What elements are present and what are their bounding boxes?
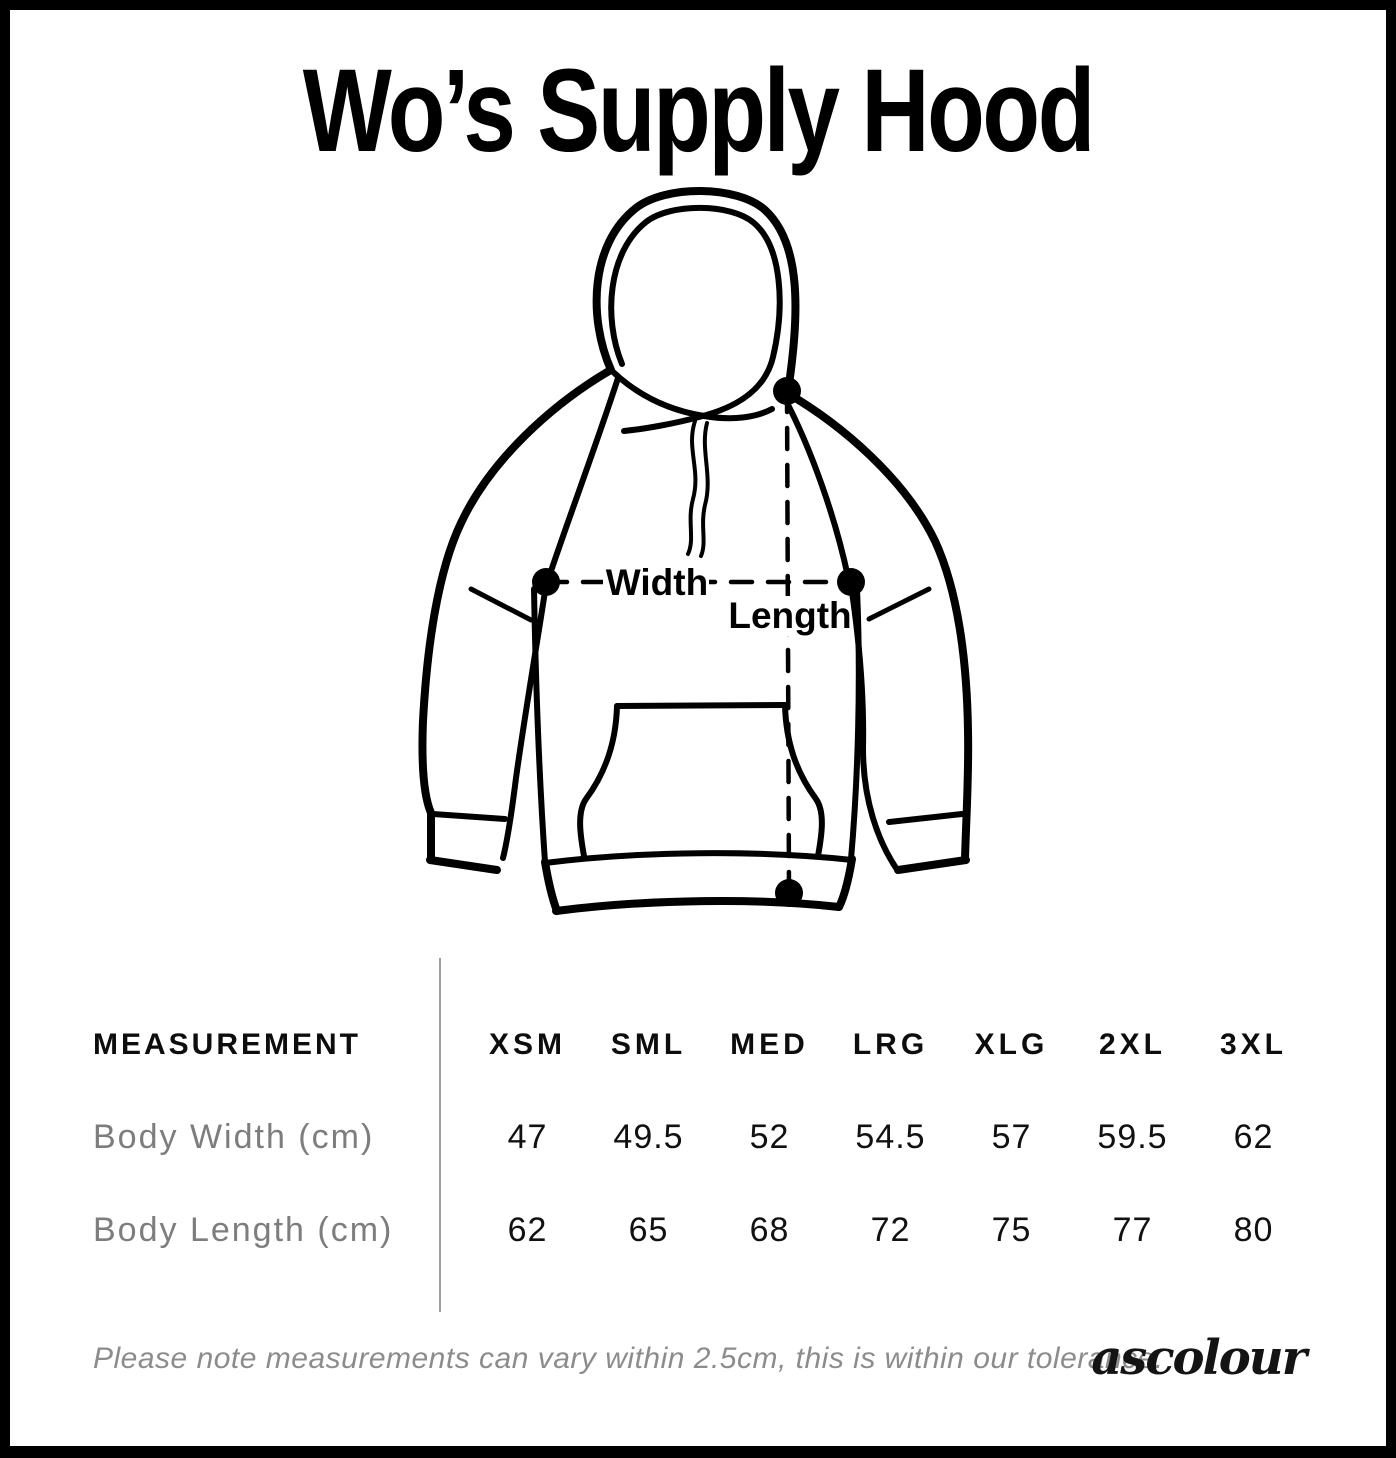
body-width-med: 52 (749, 1117, 790, 1156)
body-length-xlg: 75 (991, 1210, 1032, 1249)
sleeve-left-outer (418, 367, 613, 863)
pocket-top-edge (614, 702, 788, 709)
width-label-bg (603, 562, 709, 602)
ascolour-logo: ascolour (1091, 1330, 1307, 1386)
underarm-left-measure-dot (532, 568, 560, 596)
hem-right-edge (835, 855, 856, 911)
size-table-header-row: MEASUREMENT XSM SML MED LRG XLG 2XL 3XL (93, 1024, 1314, 1066)
size-header-lrg: LRG (852, 1028, 929, 1061)
body-width-xsm: 47 (507, 1117, 548, 1156)
size-header-3xl: 3XL (1219, 1028, 1288, 1061)
body-width-3xl: 62 (1233, 1117, 1274, 1156)
shoulder-measure-dot (773, 377, 801, 405)
hem-top-seam (542, 850, 855, 866)
drawstring-left (686, 419, 698, 556)
length-measure-line (784, 388, 792, 896)
hem-bottom-edge (552, 897, 843, 915)
drawstring-right (699, 421, 710, 558)
hood-crossover-line (608, 367, 775, 422)
body-left-edge (531, 586, 548, 865)
body-length-label: Body Length (cm) (93, 1210, 394, 1249)
length-label-bg (731, 596, 849, 636)
length-label: Length (728, 595, 851, 636)
size-header-xlg: XLG (974, 1028, 1049, 1061)
body-width-sml: 49.5 (613, 1117, 684, 1156)
cuff-left-bottom (426, 856, 501, 874)
size-header-xsm: XSM (488, 1028, 566, 1061)
body-width-xlg: 57 (991, 1117, 1032, 1156)
underarm-seam-right (866, 586, 932, 622)
sleeve-right-inner (848, 582, 899, 871)
underarm-seam-left (468, 586, 534, 623)
hem-measure-dot (775, 879, 803, 907)
sleeve-right-outer (783, 389, 973, 863)
underarm-right-measure-dot (837, 568, 865, 596)
page-title-wrap: Wo’s Supply Hood (10, 52, 1386, 170)
cuff-right-bottom (894, 856, 970, 874)
cuff-right-seam (886, 811, 965, 825)
size-header-med: MED (730, 1028, 809, 1061)
tolerance-note: Please note measurements can vary within… (93, 1342, 1164, 1375)
body-length-xsm: 62 (507, 1210, 548, 1249)
body-length-row: Body Length (cm) 62 65 68 72 75 77 80 (93, 1209, 1314, 1251)
measurement-header: MEASUREMENT (93, 1028, 362, 1061)
raglan-seam-right (781, 394, 851, 580)
cuff-left-seam (430, 811, 508, 822)
size-header-2xl: 2XL (1098, 1028, 1167, 1061)
body-length-med: 68 (749, 1210, 790, 1249)
table-divider-line (439, 958, 441, 1312)
body-width-label: Body Width (cm) (93, 1117, 375, 1156)
body-length-3xl: 80 (1233, 1210, 1274, 1249)
body-length-2xl: 77 (1112, 1210, 1153, 1249)
hem-left-edge (541, 858, 561, 915)
page-title: Wo’s Supply Hood (302, 45, 1096, 177)
body-width-2xl: 59.5 (1097, 1117, 1168, 1156)
body-length-lrg: 72 (870, 1210, 911, 1249)
hoodie-illustration: Width Length (418, 187, 973, 915)
pocket-left-edge (577, 703, 620, 859)
size-header-sml: SML (610, 1028, 687, 1061)
width-label: Width (606, 562, 708, 603)
body-width-row: Body Width (cm) 47 49.5 52 54.5 57 59.5 … (93, 1116, 1314, 1158)
raglan-seam-left (546, 375, 621, 580)
hood-inner-line (608, 204, 783, 434)
body-width-lrg: 54.5 (855, 1117, 926, 1156)
body-length-sml: 65 (628, 1210, 669, 1249)
hood-outer-line (592, 187, 800, 395)
